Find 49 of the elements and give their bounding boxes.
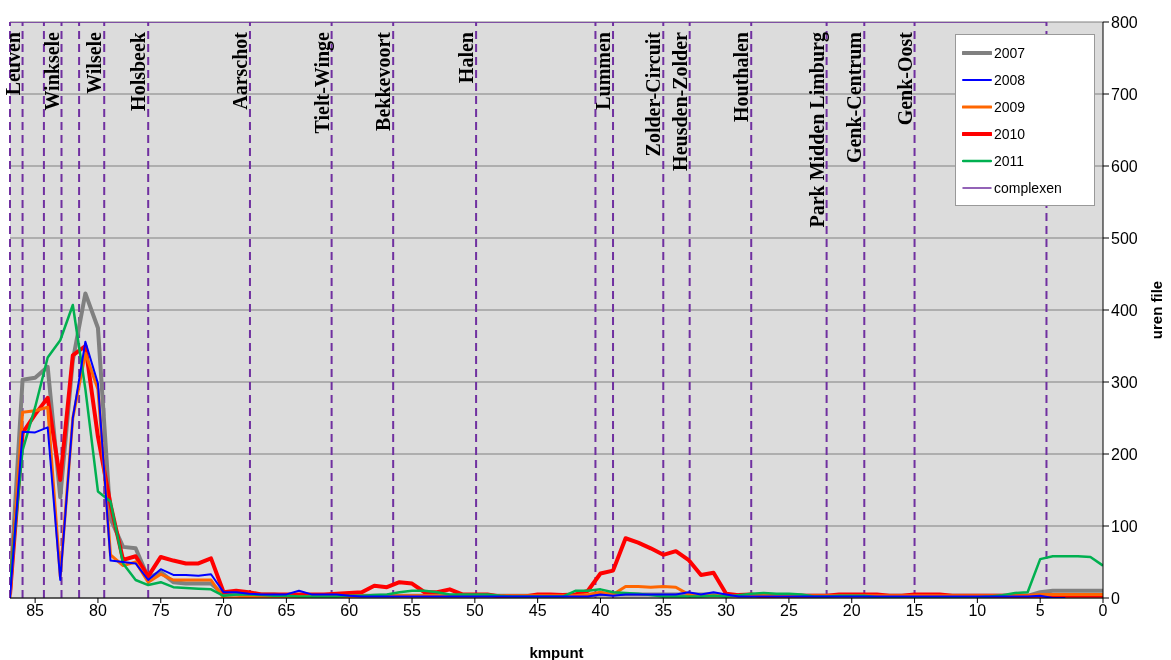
ref-line-label: Wilsele [83,31,106,94]
y-tick-label: 200 [1111,445,1138,463]
y-tick-label: 700 [1111,85,1138,103]
y-tick-label: 400 [1111,301,1138,319]
x-tick-label: 5 [1035,602,1045,620]
ref-line-label: Genk-Oost [893,31,916,126]
x-tick-label: 60 [340,602,359,620]
y-tick-label: 600 [1111,157,1138,175]
legend-label: 2011 [994,152,1025,169]
x-tick-label: 45 [528,602,547,620]
ref-line-label: Halen [455,32,478,84]
x-tick-label: 75 [151,602,170,620]
y-axis-title: uren file [1148,280,1166,340]
x-tick-label: 25 [780,602,798,620]
ref-line-label: Holsbeek [127,31,150,111]
ref-line-label: Zolder-Circuit [642,31,665,157]
legend-label: 2008 [994,71,1026,88]
x-tick-label: 70 [214,602,233,620]
ref-line-label: Winksele [40,31,63,111]
x-tick-label: 55 [403,602,422,620]
ref-line-label: Heusden-Zolder [668,31,691,171]
y-tick-label: 0 [1111,589,1120,607]
ref-line-label: Bekkevoort [372,31,395,131]
legend-label: 2010 [994,125,1026,142]
ref-line-label: Tielt-Winge [310,31,334,134]
x-tick-label: 50 [465,602,484,620]
ref-line-label: Houthalen [730,32,753,123]
x-tick-label: 20 [842,602,861,620]
x-tick-label: 85 [26,602,45,620]
x-tick-label: 10 [968,602,987,620]
legend-label: 2009 [994,98,1026,115]
legend-label: 2007 [994,44,1026,61]
x-tick-label: 40 [591,602,610,620]
ref-line-label: Genk-Centrum [843,31,866,164]
x-tick-label: 65 [277,602,296,620]
ref-line-label: Aarschot [228,31,251,110]
ref-line-label: Lummen [592,32,615,110]
x-tick-label: 30 [717,602,736,620]
y-tick-label: 300 [1111,373,1138,391]
x-tick-label: 35 [654,602,673,620]
ref-line-label: Park Midden Limburg [805,32,829,228]
y-tick-label: 100 [1111,517,1138,535]
y-tick-label: 800 [1111,13,1138,31]
x-tick-label: 80 [89,602,107,620]
x-tick-label: 0 [1098,602,1108,620]
x-tick-label: 15 [905,602,924,620]
y-tick-label: 500 [1111,229,1138,247]
legend-label: complexen [994,179,1062,196]
ref-line-label: Leuven [1,32,24,96]
